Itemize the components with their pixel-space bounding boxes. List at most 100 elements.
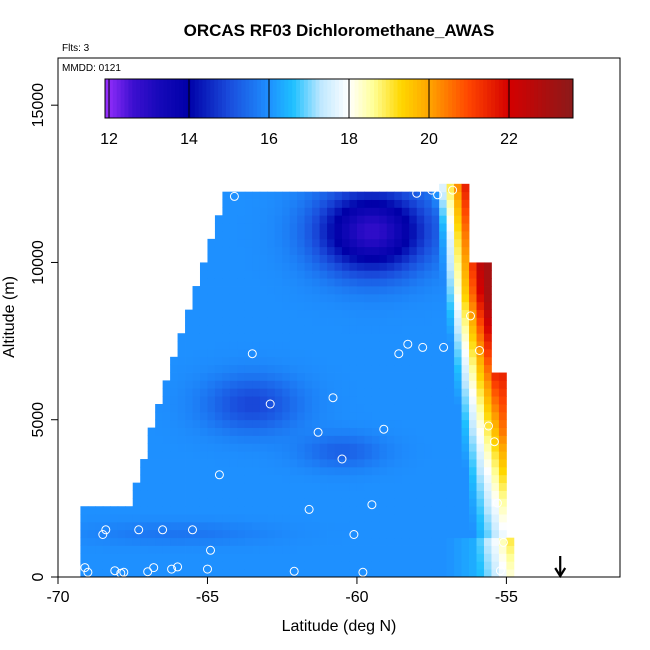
field-cell: [356, 474, 365, 484]
field-cell: [237, 380, 246, 389]
field-cell: [192, 293, 201, 303]
colorbar-segment: [561, 79, 566, 118]
field-cell: [155, 569, 164, 578]
field-cell: [289, 435, 298, 444]
colorbar-segment: [303, 79, 309, 118]
field-cell: [439, 262, 448, 271]
field-cell: [274, 490, 283, 499]
field-cell: [319, 435, 328, 444]
field-cell: [132, 553, 141, 562]
field-cell: [416, 223, 425, 232]
sample-point: [101, 525, 111, 535]
field-cell: [244, 254, 253, 263]
colorbar-segment: [179, 79, 184, 118]
field-cell: [147, 474, 156, 484]
field-cell: [498, 459, 507, 468]
field-cell: [454, 529, 462, 539]
field-cell: [461, 262, 470, 271]
colorbar-segment: [253, 79, 258, 118]
field-cell: [87, 553, 96, 562]
field-cell: [244, 372, 253, 381]
field-cell: [327, 191, 335, 200]
field-cell: [327, 341, 335, 350]
field-cell: [155, 537, 164, 546]
field-cell: [259, 435, 268, 444]
field-cell: [386, 254, 395, 263]
field-cell: [327, 317, 335, 326]
field-cell: [229, 419, 238, 428]
field-cell: [80, 561, 89, 570]
field-cell: [140, 537, 149, 546]
field-cell: [506, 545, 515, 554]
field-cell: [454, 372, 462, 381]
field-cell: [312, 380, 320, 389]
field-cell: [364, 388, 373, 397]
field-cell: [214, 278, 223, 287]
field-cell: [431, 356, 440, 366]
field-cell: [349, 514, 358, 523]
colorbar-segment: [495, 79, 500, 118]
field-cell: [446, 246, 455, 255]
field-cell: [498, 380, 507, 389]
field-cell: [297, 293, 306, 303]
field-cell: [304, 246, 313, 255]
field-cell: [364, 199, 373, 208]
field-cell: [416, 514, 425, 523]
field-cell: [461, 482, 470, 491]
field-cell: [386, 341, 395, 350]
field-cell: [334, 459, 343, 468]
field-cell: [409, 411, 418, 421]
field-cell: [446, 388, 455, 397]
field-cell: [356, 348, 365, 358]
field-cell: [424, 191, 433, 200]
colorbar-segment: [284, 79, 289, 118]
field-cell: [207, 474, 216, 484]
field-cell: [282, 459, 291, 468]
field-cell: [319, 474, 328, 484]
field-cell: [386, 474, 395, 484]
field-cell: [416, 325, 425, 334]
field-cell: [364, 466, 373, 476]
field-cell: [327, 553, 335, 562]
field-cell: [446, 553, 455, 562]
field-cell: [379, 270, 388, 279]
field-cell: [252, 514, 261, 523]
field-cell: [371, 372, 380, 381]
field-cell: [274, 388, 283, 397]
field-cell: [312, 348, 320, 358]
field-cell: [483, 317, 492, 326]
colorbar-segment: [397, 79, 402, 118]
field-cell: [341, 411, 350, 421]
field-cell: [371, 231, 380, 240]
field-cell: [289, 411, 298, 421]
field-cell: [222, 309, 231, 318]
field-cell: [252, 569, 261, 578]
field-cell: [483, 545, 492, 554]
field-cell: [274, 506, 283, 515]
field-cell: [312, 278, 320, 287]
field-cell: [401, 561, 410, 570]
field-cell: [424, 506, 433, 515]
field-cell: [162, 474, 171, 484]
field-cell: [289, 388, 298, 397]
colorbar-segment: [268, 79, 274, 118]
field-cell: [289, 380, 298, 389]
field-cell: [446, 199, 455, 208]
field-cell: [267, 341, 276, 350]
field-cell: [394, 380, 403, 389]
field-cell: [409, 569, 418, 578]
field-cell: [222, 474, 231, 484]
field-cell: [207, 348, 216, 358]
sample-point: [448, 185, 458, 195]
field-cell: [461, 388, 470, 397]
field-cell: [341, 553, 350, 562]
field-cell: [386, 451, 395, 460]
field-cell: [349, 286, 358, 295]
field-cell: [199, 569, 208, 578]
field-cell: [349, 231, 358, 240]
field-cell: [498, 372, 507, 381]
field-cell: [394, 309, 403, 318]
field-cell: [289, 254, 298, 263]
field-cell: [476, 380, 485, 389]
field-cell: [386, 411, 395, 421]
